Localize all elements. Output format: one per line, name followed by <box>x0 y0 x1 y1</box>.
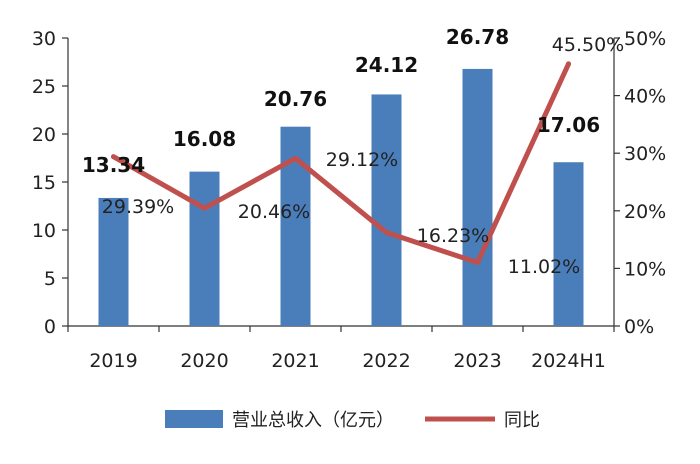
revenue-bar <box>462 68 493 327</box>
bar-value-label: 16.08 <box>173 127 236 151</box>
revenue-bar <box>371 94 402 326</box>
revenue-bar <box>553 162 584 326</box>
growth-point <box>566 61 571 67</box>
data-labels: 13.34 16.08 20.76 24.12 26.78 17.06 29.39% 20.4… <box>82 25 624 278</box>
growth-value-label: 20.46% <box>238 201 310 223</box>
growth-line <box>111 61 571 266</box>
growth-value-label: 16.23% <box>417 225 489 247</box>
chart-axes: 0 5 10 15 20 25 30 0% 10% 20% 30% 40% 50% 2019 2020 202… <box>32 28 666 372</box>
revenue-bar <box>98 197 129 326</box>
growth-value-label: 29.39% <box>102 196 174 218</box>
left-tick-label: 0 <box>44 316 56 338</box>
left-tick-label: 10 <box>32 220 56 242</box>
bar-value-label: 17.06 <box>537 113 600 137</box>
bar-value-label: 24.12 <box>355 53 418 77</box>
right-tick-label: 0% <box>624 316 654 338</box>
x-category-label: 2022 <box>362 350 410 372</box>
bar-value-label: 26.78 <box>446 25 509 49</box>
left-tick-label: 15 <box>32 172 56 194</box>
legend-line-label: 同比 <box>504 410 540 431</box>
left-tick-label: 25 <box>32 76 56 98</box>
growth-point <box>111 154 116 160</box>
bar-value-label: 13.34 <box>82 153 145 177</box>
right-tick-label: 30% <box>624 143 666 165</box>
legend: 营业总收入（亿元） 同比 <box>165 410 540 431</box>
x-category-label: 2021 <box>271 350 319 372</box>
right-tick-label: 50% <box>624 28 666 50</box>
growth-value-label: 45.50% <box>552 34 624 56</box>
growth-point <box>475 260 480 266</box>
x-category-label: 2020 <box>180 350 228 372</box>
x-category-label: 2019 <box>89 350 137 372</box>
right-tick-label: 40% <box>624 86 666 108</box>
left-tick-label: 20 <box>32 124 56 146</box>
growth-point <box>293 155 298 161</box>
legend-bar-label: 营业总收入（亿元） <box>232 410 394 431</box>
left-tick-label: 30 <box>32 28 56 50</box>
right-tick-label: 20% <box>624 201 666 223</box>
bar-series <box>98 68 584 327</box>
bar-value-label: 20.76 <box>264 87 327 111</box>
growth-value-label: 29.12% <box>326 149 398 171</box>
growth-point <box>384 230 389 236</box>
right-tick-label: 10% <box>624 258 666 280</box>
x-category-label: 2024H1 <box>531 350 606 372</box>
revenue-bar <box>189 171 220 326</box>
x-category-label: 2023 <box>453 350 501 372</box>
line-series <box>111 61 571 266</box>
left-tick-label: 5 <box>44 268 56 290</box>
growth-point <box>202 205 207 211</box>
legend-bar-swatch <box>165 410 223 428</box>
growth-value-label: 11.02% <box>508 256 580 278</box>
